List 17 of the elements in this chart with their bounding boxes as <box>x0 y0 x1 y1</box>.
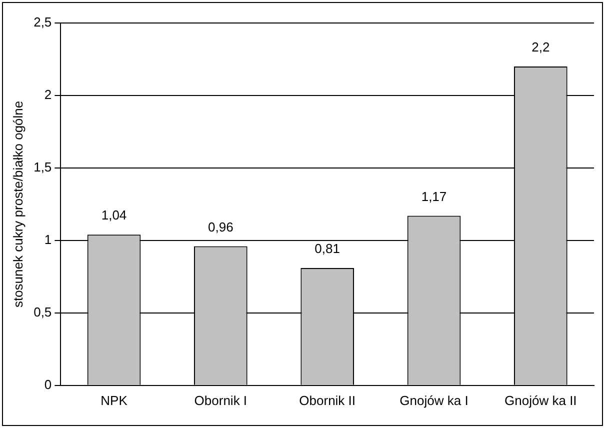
y-tick-label: 2,5 <box>34 14 52 30</box>
x-tick-label: Obornik I <box>194 392 248 408</box>
x-tick-label: Obornik II <box>299 392 356 408</box>
x-tick-label: Gnojów ka I <box>400 392 468 408</box>
data-label: 0,96 <box>208 219 234 234</box>
data-label: 1,17 <box>421 188 447 204</box>
data-label: 2,2 <box>532 40 550 55</box>
x-tick-label: NPK <box>100 392 128 408</box>
data-label: 0,81 <box>314 241 340 256</box>
data-label: 1,04 <box>101 208 127 223</box>
y-tick-label: 0 <box>44 376 52 392</box>
y-tick-label: 0,5 <box>34 304 52 320</box>
y-tick-label: 1 <box>44 232 52 248</box>
y-tick-label: 2 <box>44 87 52 102</box>
x-tick-label: Gnojów ka II <box>504 392 577 408</box>
y-tick-label: 1,5 <box>34 160 52 175</box>
y-axis-title: stosunek cukry proste/białko ogólne <box>10 100 26 308</box>
